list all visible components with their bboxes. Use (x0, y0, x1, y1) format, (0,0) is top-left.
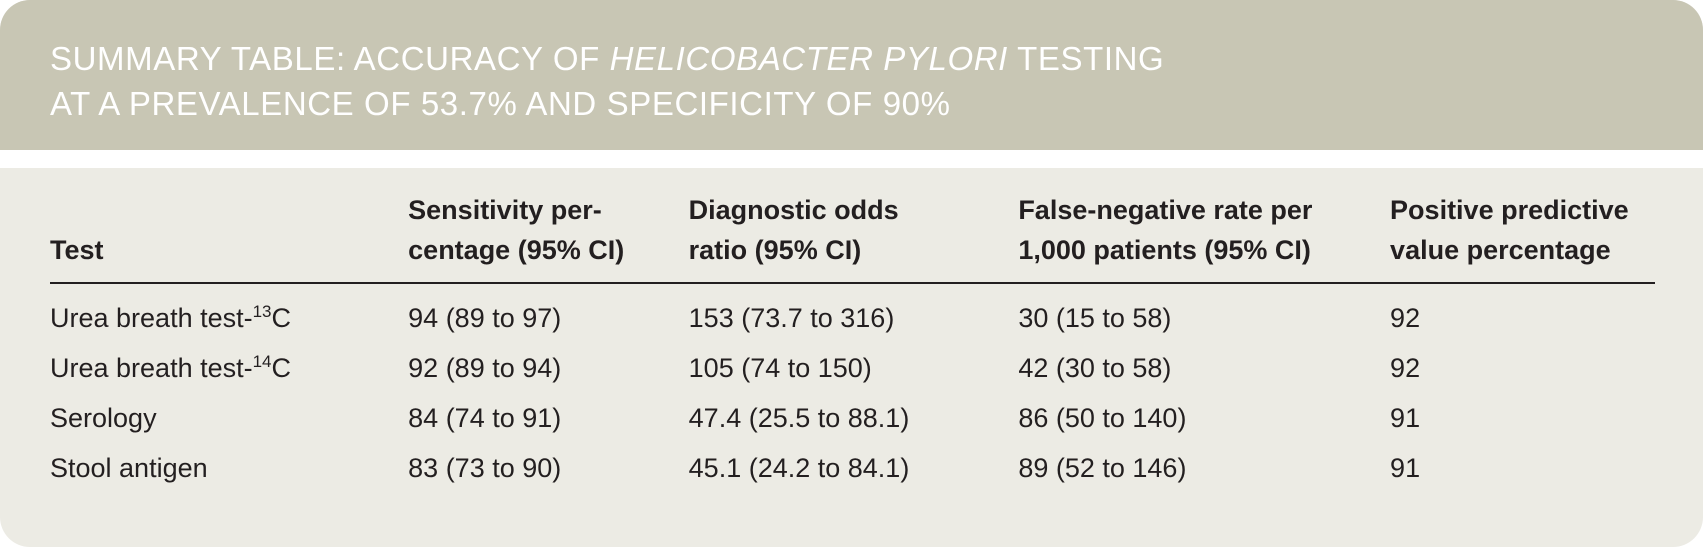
cell-test: Urea breath test-14C (50, 352, 292, 383)
cell-odds-ratio: 105 (74 to 150) (688, 353, 872, 383)
cell-ppv: 91 (1390, 403, 1421, 433)
cell-false-negative-rate: 30 (15 to 58) (1018, 303, 1172, 333)
table-title: SUMMARY TABLE: ACCURACY OF HELICOBACTER … (50, 36, 1610, 126)
table-row: Stool antigen 83 (73 to 90) 45.1 (24.2 t… (50, 442, 1655, 492)
header-false-negative-rate: False-negative rate per 1,000 patients (9… (1018, 190, 1391, 284)
cell-odds-ratio: 45.1 (24.2 to 84.1) (688, 453, 910, 483)
cell-ppv: 92 (1390, 353, 1421, 383)
cell-sensitivity: 84 (74 to 91) (408, 403, 562, 433)
cell-sensitivity: 83 (73 to 90) (408, 453, 562, 483)
organism-name: HELICOBACTER PYLORI (609, 40, 1008, 77)
table-row: Urea breath test-13C 94 (89 to 97) 153 (… (50, 283, 1655, 342)
cell-sensitivity: 94 (89 to 97) (408, 303, 562, 333)
title-line-1: SUMMARY TABLE: ACCURACY OF HELICOBACTER … (50, 40, 1165, 77)
cell-false-negative-rate: 42 (30 to 58) (1018, 353, 1172, 383)
header-divider (0, 150, 1703, 168)
cell-test: Serology (50, 403, 157, 433)
cell-false-negative-rate: 86 (50 to 140) (1018, 403, 1187, 433)
cell-false-negative-rate: 89 (52 to 146) (1018, 453, 1187, 483)
accuracy-table: Test Sensitivity per-centage (95% CI) Di… (50, 190, 1655, 492)
table-row: Serology 84 (74 to 91) 47.4 (25.5 to 88.… (50, 392, 1655, 442)
cell-test: Stool antigen (50, 453, 208, 483)
table-header-row: Test Sensitivity per-centage (95% CI) Di… (50, 190, 1655, 284)
title-banner: SUMMARY TABLE: ACCURACY OF HELICOBACTER … (0, 0, 1703, 150)
header-test: Test (50, 190, 409, 284)
header-sensitivity: Sensitivity per-centage (95% CI) (408, 190, 689, 284)
cell-sensitivity: 92 (89 to 94) (408, 353, 562, 383)
cell-ppv: 91 (1390, 453, 1421, 483)
table-row: Urea breath test-14C 92 (89 to 94) 105 (… (50, 342, 1655, 392)
header-odds-ratio: Diagnostic odds ratio (95% CI) (688, 190, 1019, 284)
cell-odds-ratio: 47.4 (25.5 to 88.1) (688, 403, 910, 433)
header-ppv: Positive predictive value percentage (1390, 190, 1655, 284)
title-line-2: AT A PREVALENCE OF 53.7% AND SPECIFICITY… (50, 85, 951, 122)
cell-ppv: 92 (1390, 303, 1421, 333)
cell-test: Urea breath test-13C (50, 302, 292, 333)
cell-odds-ratio: 153 (73.7 to 316) (688, 303, 895, 333)
